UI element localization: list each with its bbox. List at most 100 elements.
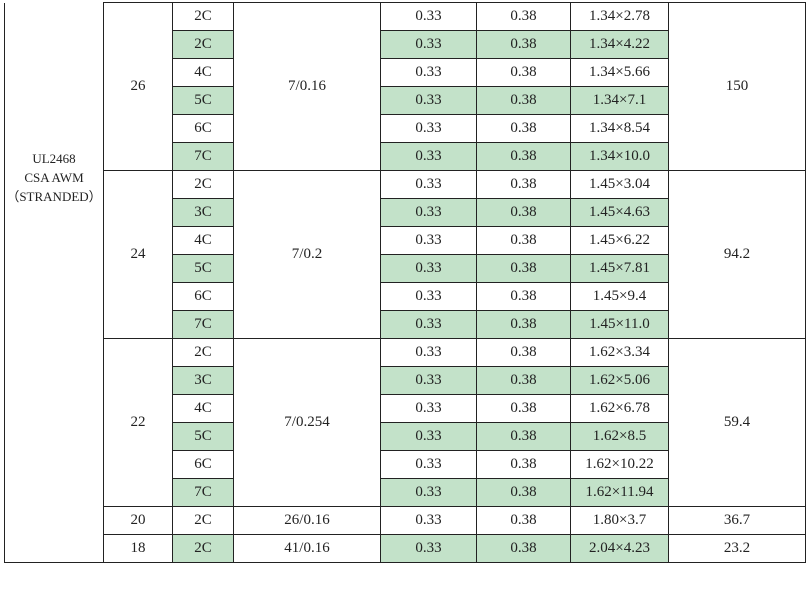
insulation-cell: 0.33 bbox=[380, 506, 477, 535]
size-cell: 1.34×8.54 bbox=[570, 114, 669, 143]
cores-cell: 5C bbox=[172, 254, 234, 283]
product-label: CSA AWM bbox=[24, 169, 84, 185]
jacket-cell: 0.38 bbox=[476, 2, 571, 31]
cores-cell: 7C bbox=[172, 310, 234, 339]
stranding-cell: 7/0.2 bbox=[233, 170, 381, 339]
jacket-cell: 0.38 bbox=[476, 338, 571, 367]
size-cell: 1.62×8.5 bbox=[570, 422, 669, 451]
jacket-cell: 0.38 bbox=[476, 254, 571, 283]
size-cell: 1.62×5.06 bbox=[570, 366, 669, 395]
value-cell: 94.2 bbox=[668, 170, 806, 339]
cores-cell: 4C bbox=[172, 226, 234, 255]
table-row: 22 2C 7/0.254 0.33 0.38 1.62×3.34 59.4 bbox=[5, 338, 806, 507]
size-cell: 1.62×10.22 bbox=[570, 450, 669, 479]
awg-cell: 18 bbox=[103, 534, 173, 563]
jacket-cell: 0.38 bbox=[476, 506, 571, 535]
jacket-cell: 0.38 bbox=[476, 534, 571, 563]
cores-cell: 2C bbox=[172, 534, 234, 563]
size-cell: 1.45×7.81 bbox=[570, 254, 669, 283]
awg-cell: 22 bbox=[103, 338, 173, 507]
cores-cell: 2C bbox=[172, 506, 234, 535]
size-cell: 1.62×6.78 bbox=[570, 394, 669, 423]
size-cell: 1.34×5.66 bbox=[570, 58, 669, 87]
insulation-cell: 0.33 bbox=[380, 30, 477, 59]
table-row: 24 2C 7/0.2 0.33 0.38 1.45×3.04 94.2 bbox=[5, 170, 806, 339]
cores-cell: 3C bbox=[172, 366, 234, 395]
jacket-cell: 0.38 bbox=[476, 282, 571, 311]
table-row: 20 2C 26/0.16 0.33 0.38 1.80×3.7 36.7 bbox=[5, 506, 806, 535]
insulation-cell: 0.33 bbox=[380, 422, 477, 451]
table-row: 5C 0.33 0.38 1.45×7.81 bbox=[5, 254, 806, 283]
cores-cell: 5C bbox=[172, 86, 234, 115]
jacket-cell: 0.38 bbox=[476, 394, 571, 423]
table-row: 6C 0.33 0.38 1.62×10.22 bbox=[5, 450, 806, 479]
insulation-cell: 0.33 bbox=[380, 254, 477, 283]
awg-cell: 20 bbox=[103, 506, 173, 535]
insulation-cell: 0.33 bbox=[380, 86, 477, 115]
stranding-cell: 7/0.254 bbox=[233, 338, 381, 507]
cores-cell: 4C bbox=[172, 58, 234, 87]
size-cell: 2.04×4.23 bbox=[570, 534, 669, 563]
insulation-cell: 0.33 bbox=[380, 310, 477, 339]
cores-cell: 7C bbox=[172, 142, 234, 171]
stranding-cell: 41/0.16 bbox=[233, 534, 381, 563]
size-cell: 1.34×4.22 bbox=[570, 30, 669, 59]
table-row: 7C 0.33 0.38 1.62×11.94 bbox=[5, 478, 806, 507]
size-cell: 1.45×6.22 bbox=[570, 226, 669, 255]
insulation-cell: 0.33 bbox=[380, 114, 477, 143]
product-label: UL2468 bbox=[32, 150, 76, 166]
value-cell: 59.4 bbox=[668, 338, 806, 507]
insulation-cell: 0.33 bbox=[380, 450, 477, 479]
jacket-cell: 0.38 bbox=[476, 114, 571, 143]
size-cell: 1.62×3.34 bbox=[570, 338, 669, 367]
table-row: 2C 0.33 0.38 1.34×4.22 bbox=[5, 30, 806, 59]
cores-cell: 7C bbox=[172, 478, 234, 507]
cores-cell: 3C bbox=[172, 198, 234, 227]
jacket-cell: 0.38 bbox=[476, 478, 571, 507]
jacket-cell: 0.38 bbox=[476, 310, 571, 339]
value-cell: 150 bbox=[668, 2, 806, 171]
value-cell: 23.2 bbox=[668, 534, 806, 563]
cores-cell: 6C bbox=[172, 450, 234, 479]
jacket-cell: 0.38 bbox=[476, 450, 571, 479]
awg-cell: 24 bbox=[103, 170, 173, 339]
insulation-cell: 0.33 bbox=[380, 170, 477, 199]
jacket-cell: 0.38 bbox=[476, 86, 571, 115]
cores-cell: 2C bbox=[172, 338, 234, 367]
insulation-cell: 0.33 bbox=[380, 338, 477, 367]
jacket-cell: 0.38 bbox=[476, 366, 571, 395]
size-cell: 1.34×2.78 bbox=[570, 2, 669, 31]
insulation-cell: 0.33 bbox=[380, 478, 477, 507]
table-row: 4C 0.33 0.38 1.34×5.66 bbox=[5, 58, 806, 87]
size-cell: 1.34×7.1 bbox=[570, 86, 669, 115]
size-cell: 1.45×3.04 bbox=[570, 170, 669, 199]
insulation-cell: 0.33 bbox=[380, 282, 477, 311]
stranding-cell: 7/0.16 bbox=[233, 2, 381, 171]
jacket-cell: 0.38 bbox=[476, 30, 571, 59]
cores-cell: 6C bbox=[172, 114, 234, 143]
insulation-cell: 0.33 bbox=[380, 58, 477, 87]
table-row: 3C 0.33 0.38 1.62×5.06 bbox=[5, 366, 806, 395]
jacket-cell: 0.38 bbox=[476, 422, 571, 451]
table-row: 5C 0.33 0.38 1.34×7.1 bbox=[5, 86, 806, 115]
stranding-cell: 26/0.16 bbox=[233, 506, 381, 535]
cores-cell: 2C bbox=[172, 30, 234, 59]
insulation-cell: 0.33 bbox=[380, 534, 477, 563]
product-label: （STRANDED） bbox=[6, 188, 102, 204]
jacket-cell: 0.38 bbox=[476, 170, 571, 199]
insulation-cell: 0.33 bbox=[380, 366, 477, 395]
cores-cell: 4C bbox=[172, 394, 234, 423]
size-cell: 1.45×9.4 bbox=[570, 282, 669, 311]
size-cell: 1.45×4.63 bbox=[570, 198, 669, 227]
size-cell: 1.34×10.0 bbox=[570, 142, 669, 171]
cores-cell: 5C bbox=[172, 422, 234, 451]
insulation-cell: 0.33 bbox=[380, 226, 477, 255]
table-row: 6C 0.33 0.38 1.34×8.54 bbox=[5, 114, 806, 143]
table-row: 7C 0.33 0.38 1.34×10.0 bbox=[5, 142, 806, 171]
cores-cell: 2C bbox=[172, 170, 234, 199]
jacket-cell: 0.38 bbox=[476, 58, 571, 87]
table-row: 18 2C 41/0.16 0.33 0.38 2.04×4.23 23.2 bbox=[5, 534, 806, 563]
value-cell: 36.7 bbox=[668, 506, 806, 535]
table-row: 6C 0.33 0.38 1.45×9.4 bbox=[5, 282, 806, 311]
